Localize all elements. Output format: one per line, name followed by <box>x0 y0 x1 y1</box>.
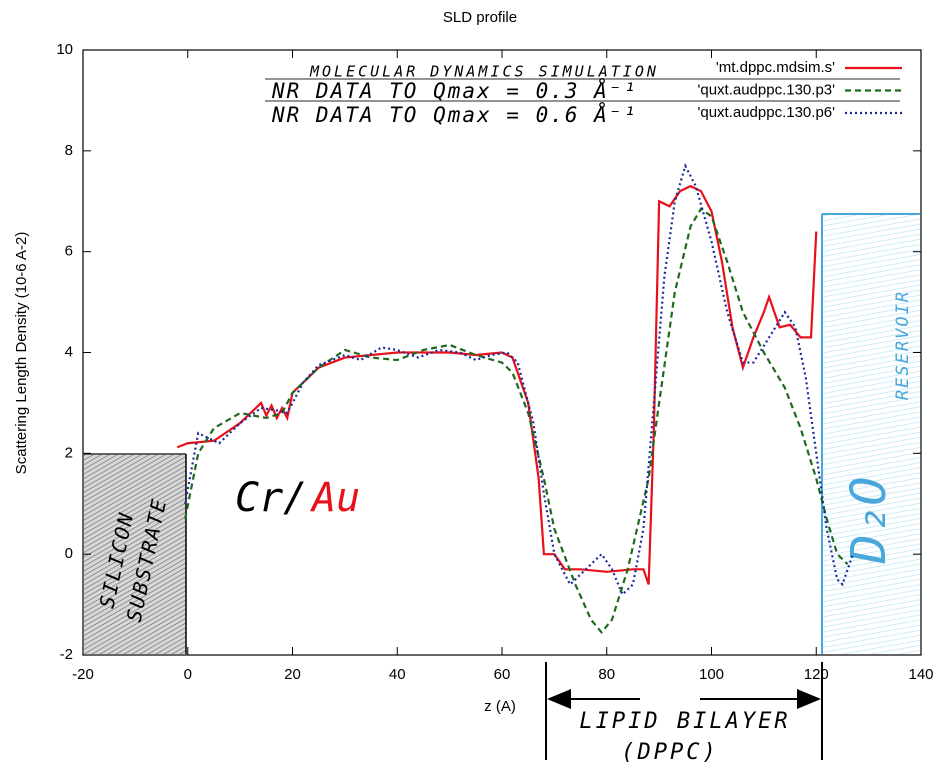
series-line <box>184 163 854 597</box>
annotation: D₂O <box>841 477 897 565</box>
y-tick-label: -2 <box>60 646 73 663</box>
legend-label: 'quxt.audppc.130.p6' <box>697 104 835 121</box>
decoration <box>84 78 920 760</box>
x-tick-label: 20 <box>284 666 301 683</box>
annotation: LIPID BILAYER <box>579 709 790 734</box>
y-tick-label: 8 <box>65 142 73 159</box>
y-tick-label: 4 <box>65 343 73 360</box>
annotation: MOLECULAR DYNAMICS SIMULATION <box>309 63 659 81</box>
series-line <box>176 184 818 585</box>
x-tick-label: 60 <box>494 666 511 683</box>
legend-label: 'mt.dppc.mdsim.s' <box>716 59 835 76</box>
y-tick-label: 10 <box>56 41 73 58</box>
x-tick-label: 120 <box>804 666 829 683</box>
legend-label: 'quxt.audppc.130.p3' <box>697 81 835 98</box>
y-tick-label: 0 <box>65 545 73 562</box>
annotation: (DPPC) <box>621 740 718 765</box>
y-axis-label: Scattering Length Density (10-6 A-2) <box>13 232 30 475</box>
x-tick-label: -20 <box>72 666 94 683</box>
d2o-region <box>822 214 920 654</box>
x-axis-label: z (A) <box>484 698 516 715</box>
annotation: RESERVOIR <box>893 290 913 400</box>
silicon-region <box>84 454 186 654</box>
x-tick-label: 100 <box>699 666 724 683</box>
x-tick-label: 80 <box>598 666 615 683</box>
annotation: NR DATA TO Qmax = 0.6 Å⁻¹ <box>271 101 638 127</box>
y-tick-label: 6 <box>65 243 73 260</box>
series-line <box>184 207 849 635</box>
y-tick-label: 2 <box>65 444 73 461</box>
annotation: Au <box>309 475 360 521</box>
x-tick-label: 140 <box>908 666 933 683</box>
x-tick-label: 0 <box>184 666 192 683</box>
x-tick-label: 40 <box>389 666 406 683</box>
annotation: NR DATA TO Qmax = 0.3 Å⁻¹ <box>271 77 638 103</box>
annotation: Cr/ <box>235 475 307 521</box>
chart-title: SLD profile <box>443 9 517 26</box>
